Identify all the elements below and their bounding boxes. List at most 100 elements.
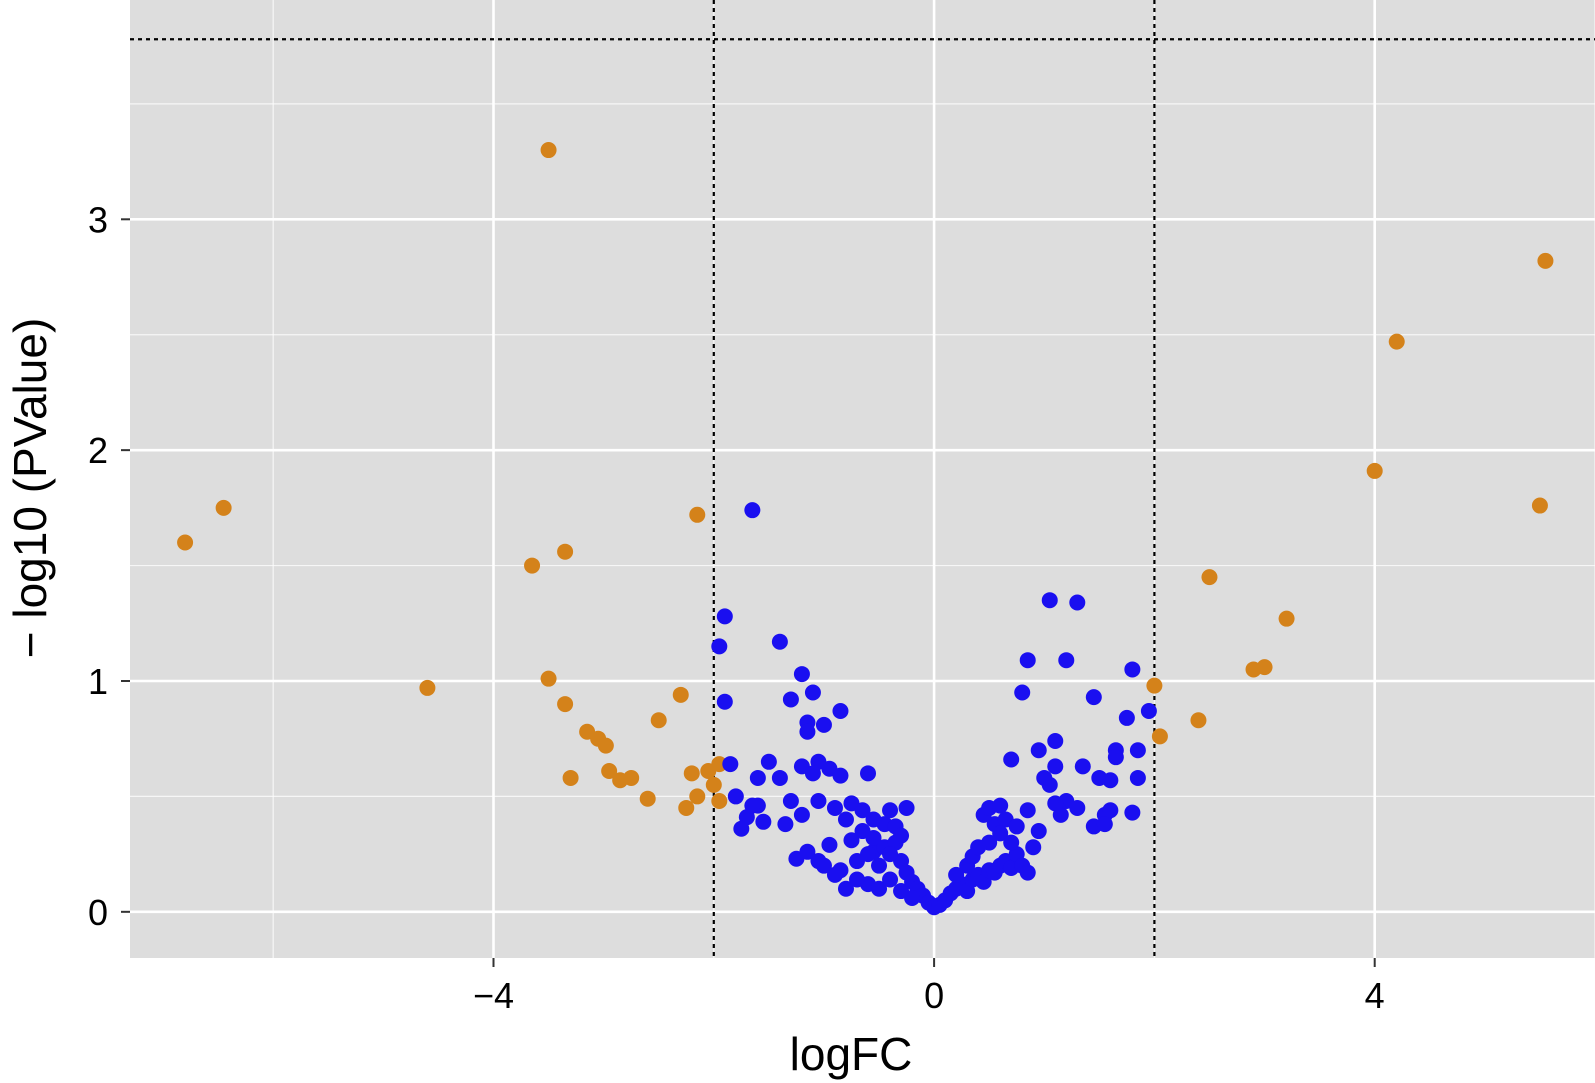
data-point [177, 534, 194, 551]
data-point [215, 499, 232, 516]
data-point [1085, 689, 1102, 706]
data-point [865, 829, 882, 846]
data-point [524, 557, 541, 574]
data-point [1140, 702, 1157, 719]
data-point [777, 816, 794, 833]
data-point [837, 880, 854, 897]
data-point [1047, 795, 1064, 812]
y-tick-label: 2 [88, 430, 108, 471]
data-point [1129, 742, 1146, 759]
data-point [623, 769, 640, 786]
data-point [815, 716, 832, 733]
data-point [771, 769, 788, 786]
data-point [1047, 733, 1064, 750]
x-tick-label: 0 [924, 975, 944, 1016]
y-tick-label: 3 [88, 199, 108, 240]
data-point [826, 799, 843, 816]
data-point [716, 608, 733, 625]
data-point [1124, 804, 1141, 821]
data-point [793, 806, 810, 823]
data-point [1129, 769, 1146, 786]
data-point [804, 684, 821, 701]
data-point [760, 753, 777, 770]
data-point [1069, 799, 1086, 816]
data-point [1058, 652, 1075, 669]
axis-tick-labels: −4 0 4 0 1 2 3 [88, 199, 1385, 1016]
axis-ticks [121, 218, 1376, 967]
data-point [540, 670, 557, 687]
data-point [1146, 677, 1163, 694]
data-point [1030, 823, 1047, 840]
data-point [562, 769, 579, 786]
data-point [871, 857, 888, 874]
data-point [1019, 802, 1036, 819]
data-point [970, 839, 987, 856]
data-point [782, 691, 799, 708]
data-point [799, 843, 816, 860]
data-point [689, 788, 706, 805]
data-point [815, 857, 832, 874]
data-point [1118, 709, 1135, 726]
y-axis-title: − log10 (PValue) [4, 318, 56, 659]
data-point [722, 756, 739, 773]
data-point [992, 825, 1009, 842]
data-point [1278, 610, 1295, 627]
data-point [1388, 333, 1405, 350]
data-point [727, 788, 744, 805]
y-tick-label: 0 [88, 892, 108, 933]
data-point [799, 723, 816, 740]
data-point [1537, 252, 1554, 269]
data-point [860, 846, 877, 863]
plot-panel [130, 0, 1595, 958]
data-point [898, 799, 915, 816]
data-point [678, 799, 695, 816]
data-point [733, 820, 750, 837]
data-point [705, 776, 722, 793]
data-point [744, 797, 761, 814]
data-point [419, 679, 436, 696]
y-tick-label: 1 [88, 661, 108, 702]
data-point [540, 142, 557, 159]
data-point [843, 832, 860, 849]
data-point [882, 846, 899, 863]
data-point [639, 790, 656, 807]
data-point [689, 506, 706, 523]
data-point [1096, 816, 1113, 833]
minor-gridlines [130, 0, 1595, 958]
data-point [948, 866, 965, 883]
data-point [1030, 742, 1047, 759]
data-point [711, 638, 728, 655]
major-gridlines [130, 0, 1595, 958]
data-point [793, 666, 810, 683]
data-point [1107, 749, 1124, 766]
data-point [557, 696, 574, 713]
data-point [1102, 772, 1119, 789]
x-tick-label: 4 [1365, 975, 1385, 1016]
data-point [1074, 758, 1091, 775]
data-point [832, 767, 849, 784]
data-point [810, 793, 827, 810]
data-point [1003, 751, 1020, 768]
data-point [1190, 712, 1207, 729]
data-points [177, 142, 1554, 916]
data-point [1124, 661, 1141, 678]
data-point [804, 765, 821, 782]
data-point [992, 797, 1009, 814]
data-point [1366, 462, 1383, 479]
data-point [1201, 569, 1218, 586]
data-point [716, 693, 733, 710]
data-point [848, 871, 865, 888]
data-point [683, 765, 700, 782]
data-point [711, 756, 728, 773]
data-point [650, 712, 667, 729]
data-point [882, 802, 899, 819]
data-point [826, 866, 843, 883]
data-point [601, 763, 618, 780]
data-point [860, 765, 877, 782]
data-point [749, 769, 766, 786]
data-point [893, 827, 910, 844]
data-point [557, 543, 574, 560]
data-point [1025, 839, 1042, 856]
data-point [837, 811, 854, 828]
